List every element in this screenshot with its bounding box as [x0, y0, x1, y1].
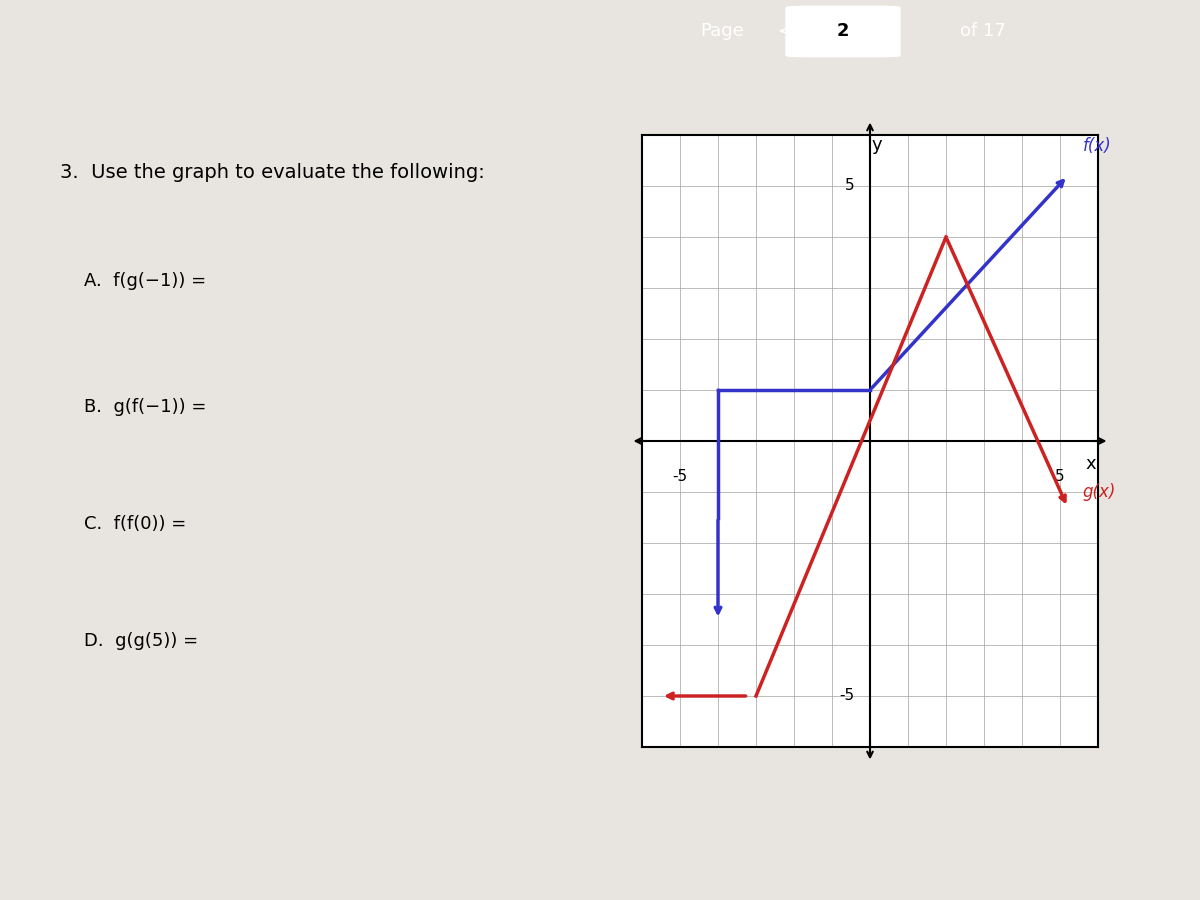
Text: -5: -5	[840, 688, 854, 704]
Text: 2: 2	[836, 22, 848, 40]
Text: of 17: of 17	[960, 22, 1006, 40]
Text: x: x	[1085, 454, 1096, 472]
Text: A.  f(g(−1)) =: A. f(g(−1)) =	[84, 272, 206, 290]
FancyBboxPatch shape	[786, 6, 900, 57]
Text: Page: Page	[701, 22, 744, 40]
Text: C.  f(f(0)) =: C. f(f(0)) =	[84, 515, 186, 533]
Text: D.  g(g(5)) =: D. g(g(5)) =	[84, 632, 198, 650]
Text: B.  g(f(−1)) =: B. g(f(−1)) =	[84, 398, 206, 416]
Text: g(x): g(x)	[1082, 483, 1116, 501]
Text: 3.  Use the graph to evaluate the following:: 3. Use the graph to evaluate the followi…	[60, 164, 485, 183]
Text: f(x): f(x)	[1082, 138, 1111, 156]
Text: 5: 5	[845, 178, 854, 194]
Text: y: y	[871, 136, 882, 154]
Text: -5: -5	[672, 469, 688, 484]
Text: >: >	[886, 22, 902, 41]
Text: <: <	[778, 22, 794, 41]
Text: 5: 5	[1055, 469, 1064, 484]
